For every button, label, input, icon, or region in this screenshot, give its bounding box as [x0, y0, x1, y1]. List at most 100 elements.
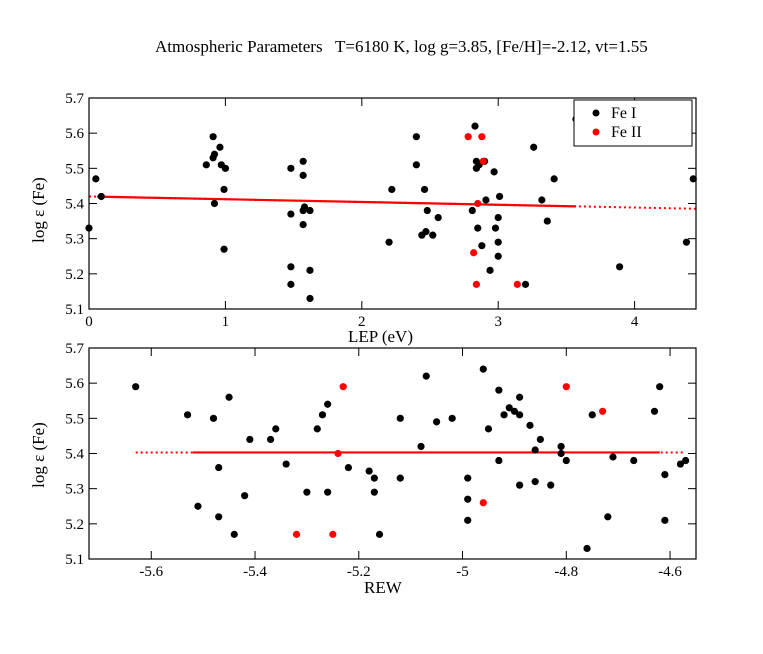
lep-fe1-point [682, 238, 691, 246]
lep-ytick-label: 5.7 [65, 91, 84, 107]
lep-fe1-point [97, 192, 105, 201]
rew-fe1-point [505, 404, 513, 412]
rew-fe1-point [303, 488, 311, 496]
chart-title-parameters: T=6180 K, log g=3.85, [Fe/H]=-2.12, vt=1… [335, 37, 648, 56]
lep-fe1-point [474, 224, 482, 232]
rew-fe1-point [464, 474, 472, 482]
rew-fe1-point [324, 488, 332, 496]
lep-fe1-point [287, 280, 295, 288]
lep-fe1-point [422, 228, 430, 236]
rew-fe1-point [630, 456, 638, 465]
lep-fe1-point [210, 199, 219, 208]
lep-fe2-point [478, 133, 486, 141]
rew-fe1-point [225, 393, 233, 401]
legend-fe2-marker [592, 128, 600, 136]
rew-fe1-point [650, 407, 659, 415]
rew-fe2-point [334, 449, 342, 458]
lep-fe1-point [491, 224, 500, 232]
rew-ticks: -5.6 -5.4 -5.2 -5 -4.8 -4.6 5.1 5.2 5.3 5.4 5.5 5.6… [65, 341, 696, 580]
rew-xtick-label: -5 [456, 564, 469, 580]
rew-xtick-label: -5.2 [347, 564, 371, 580]
lep-ytick-label: 5.5 [65, 161, 84, 177]
rew-ytick-label: 5.1 [65, 552, 84, 568]
lep-ytick-label: 5.3 [65, 232, 84, 248]
lep-fe1-point [221, 164, 230, 172]
lep-fe1-point [306, 294, 314, 303]
legend: Fe I Fe II [573, 99, 693, 147]
rew-fe1-point [604, 513, 612, 521]
lep-fit-line-group [88, 195, 697, 210]
rew-fe2-point [339, 383, 347, 391]
rew-fe1-point [562, 456, 570, 465]
rew-fe1-point [375, 530, 384, 538]
rew-fe1-point [479, 365, 487, 373]
rew-fe1-point [396, 474, 404, 482]
rew-fe1-point [241, 492, 249, 500]
rew-fe1-point [215, 463, 223, 472]
rew-fe1-point [194, 502, 202, 510]
lep-fe1-point [482, 196, 490, 204]
rew-fe1-point [132, 383, 140, 391]
rew-fe1-point [246, 435, 254, 444]
lep-fe1-point [287, 263, 295, 271]
rew-fe1-point [516, 393, 524, 401]
rew-fe1-point [448, 414, 456, 422]
rew-fe1-point [344, 463, 353, 472]
rew-ytick-label: 5.5 [65, 411, 84, 427]
lep-xtick-label: 1 [222, 314, 230, 330]
lep-fe1-point [478, 242, 486, 250]
rew-fe1-point [557, 442, 565, 451]
rew-panel: -5.6 -5.4 -5.2 -5 -4.8 -4.6 5.1 5.2 5.3 5.4 5.5 5.6… [29, 341, 697, 597]
rew-fe1-point [464, 516, 472, 524]
rew-fe1-point [417, 442, 425, 451]
lep-fe1-point [434, 213, 442, 222]
rew-fe1-point [464, 495, 472, 503]
lep-fe1-point [521, 280, 530, 288]
rew-fe2-point [599, 407, 607, 415]
lep-fe1-point [220, 245, 228, 253]
lep-fe2-point [472, 280, 480, 288]
lep-xtick-label: 3 [494, 314, 502, 330]
rew-fe1-point [682, 456, 690, 465]
rew-ytick-label: 5.2 [65, 517, 84, 533]
lep-fe1-point [299, 157, 307, 165]
lep-fe1-point [306, 266, 314, 274]
lep-fe1-point [495, 192, 504, 201]
rew-fe1-point [609, 453, 617, 461]
rew-fe1-point [495, 386, 503, 394]
lep-fe1-point [538, 196, 546, 204]
rew-y-axis-label: log ε (Fe) [29, 422, 48, 488]
rew-fe1-point [209, 414, 218, 422]
lep-fe2-point [470, 249, 478, 257]
rew-fe1-point [484, 425, 493, 433]
rew-fe1-point [588, 411, 596, 419]
lep-fe1-point [216, 143, 224, 151]
lep-fe1-point [299, 221, 307, 229]
lep-fe1-point [494, 238, 502, 246]
lep-fe1-point [468, 206, 476, 215]
lep-fe1-point [550, 175, 558, 183]
lep-xtick-label: 4 [631, 314, 639, 330]
rew-fe1-point [516, 411, 524, 419]
lep-fe1-point [543, 217, 551, 225]
rew-fe1-point [183, 411, 192, 419]
rew-fe1-point [583, 544, 591, 553]
rew-fe1-point [526, 421, 534, 429]
rew-fe1-point [370, 474, 378, 482]
lep-fe1-point [530, 143, 538, 151]
lep-fe1-point [92, 175, 100, 183]
rew-fe1-point [422, 372, 430, 380]
rew-fe1-point [365, 467, 373, 475]
lep-panel: 0 1 2 3 4 5.1 5.2 5.3 5.4 5.5 5.6 5.7 LEP (eV) log … [29, 91, 697, 346]
chart-title-label: Atmospheric Parameters [155, 37, 323, 56]
lep-fit-line [97, 195, 576, 208]
rew-fe1-point [661, 471, 669, 479]
rew-ytick-label: 5.4 [65, 447, 84, 463]
lep-fe1-point [423, 206, 431, 215]
rew-fe1-point [215, 513, 223, 521]
lep-ytick-label: 5.2 [65, 267, 84, 283]
rew-fe2-point [292, 530, 301, 538]
rew-fe1-point [661, 516, 669, 524]
lep-fe1-point [300, 203, 309, 211]
